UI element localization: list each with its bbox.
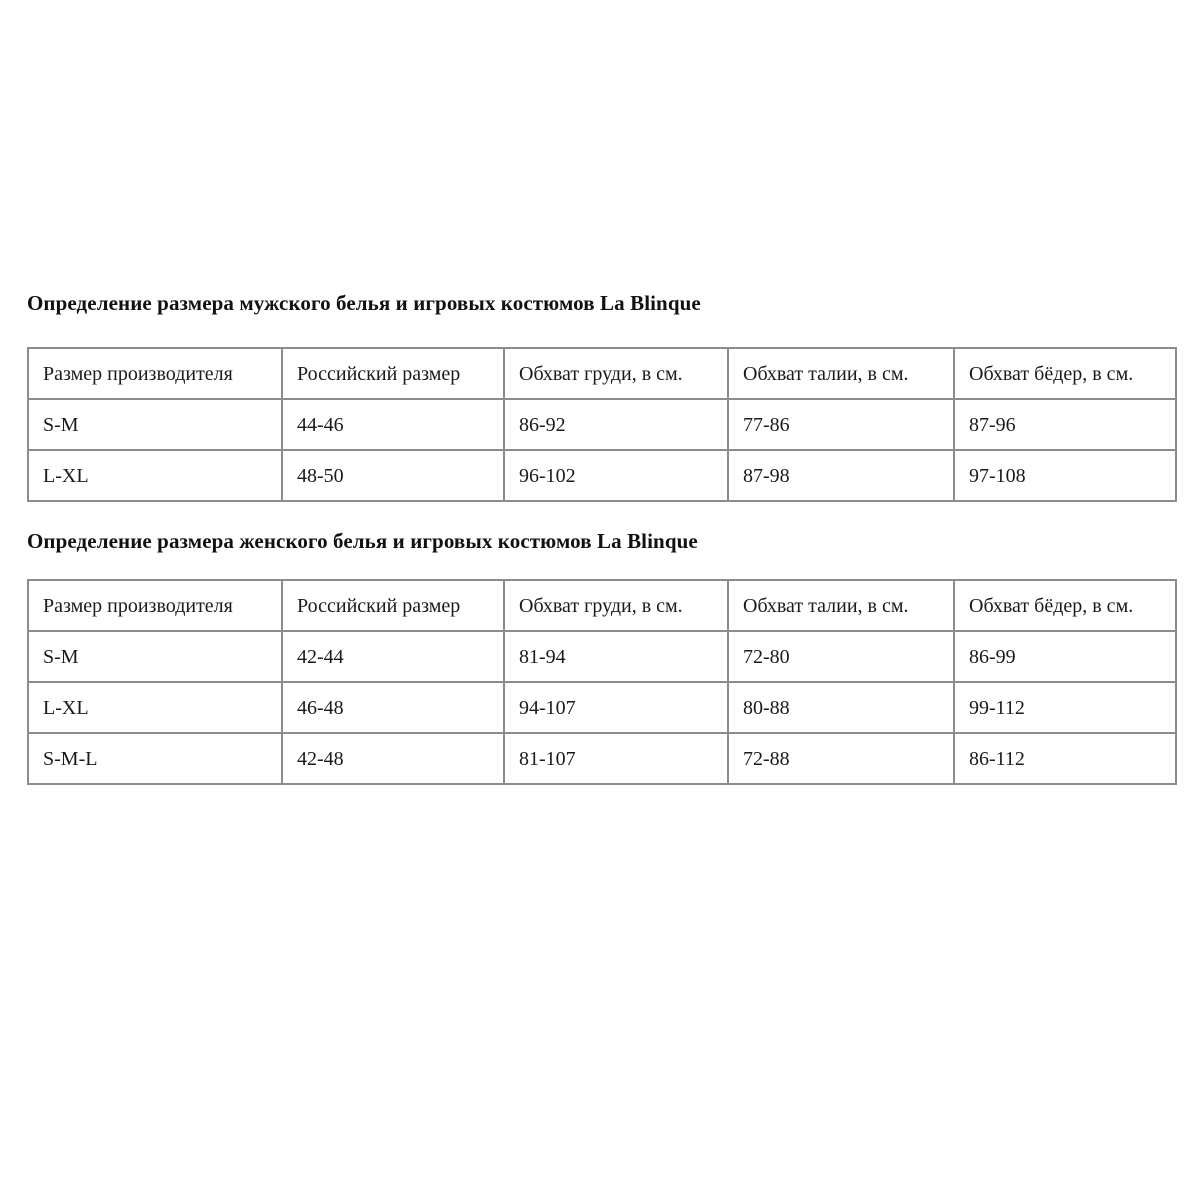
cell-russian-size: 46-48 xyxy=(281,681,505,734)
size-table-women-wrapper: Размер производителя Российский размер О… xyxy=(27,579,1177,785)
table-header-men: Размер производителя Российский размер О… xyxy=(27,347,1177,400)
size-table-men-wrapper: Размер производителя Российский размер О… xyxy=(27,347,1177,502)
table-header-row: Размер производителя Российский размер О… xyxy=(27,347,1177,400)
cell-chest: 81-107 xyxy=(503,732,729,785)
cell-waist: 72-88 xyxy=(727,732,955,785)
cell-waist: 87-98 xyxy=(727,449,955,502)
column-header-russian-size: Российский размер xyxy=(281,347,505,400)
cell-chest: 94-107 xyxy=(503,681,729,734)
table-row: S-M 42-44 81-94 72-80 86-99 xyxy=(27,630,1177,683)
cell-manufacturer-size: L-XL xyxy=(27,449,283,502)
column-header-manufacturer-size: Размер производителя xyxy=(27,579,283,632)
cell-russian-size: 44-46 xyxy=(281,398,505,451)
cell-manufacturer-size: L-XL xyxy=(27,681,283,734)
cell-chest: 86-92 xyxy=(503,398,729,451)
table-row: S-M 44-46 86-92 77-86 87-96 xyxy=(27,398,1177,451)
cell-russian-size: 42-44 xyxy=(281,630,505,683)
cell-waist: 72-80 xyxy=(727,630,955,683)
column-header-chest: Обхват груди, в см. xyxy=(503,579,729,632)
table-header-row: Размер производителя Российский размер О… xyxy=(27,579,1177,632)
section-title-men: Определение размера мужского белья и игр… xyxy=(27,291,701,315)
cell-waist: 77-86 xyxy=(727,398,955,451)
table-body-men: S-M 44-46 86-92 77-86 87-96 L-XL 48-50 9… xyxy=(27,398,1177,502)
cell-hips: 87-96 xyxy=(953,398,1177,451)
cell-chest: 96-102 xyxy=(503,449,729,502)
cell-hips: 97-108 xyxy=(953,449,1177,502)
table-row: L-XL 48-50 96-102 87-98 97-108 xyxy=(27,449,1177,502)
size-table-men: Размер производителя Российский размер О… xyxy=(27,347,1177,502)
table-body-women: S-M 42-44 81-94 72-80 86-99 L-XL 46-48 9… xyxy=(27,630,1177,785)
cell-manufacturer-size: S-M-L xyxy=(27,732,283,785)
column-header-russian-size: Российский размер xyxy=(281,579,505,632)
cell-hips: 99-112 xyxy=(953,681,1177,734)
cell-russian-size: 48-50 xyxy=(281,449,505,502)
cell-chest: 81-94 xyxy=(503,630,729,683)
cell-russian-size: 42-48 xyxy=(281,732,505,785)
cell-hips: 86-112 xyxy=(953,732,1177,785)
cell-waist: 80-88 xyxy=(727,681,955,734)
cell-manufacturer-size: S-M xyxy=(27,398,283,451)
column-header-manufacturer-size: Размер производителя xyxy=(27,347,283,400)
cell-manufacturer-size: S-M xyxy=(27,630,283,683)
column-header-chest: Обхват груди, в см. xyxy=(503,347,729,400)
table-header-women: Размер производителя Российский размер О… xyxy=(27,579,1177,632)
table-row: L-XL 46-48 94-107 80-88 99-112 xyxy=(27,681,1177,734)
column-header-hips: Обхват бёдер, в см. xyxy=(953,579,1177,632)
size-table-women: Размер производителя Российский размер О… xyxy=(27,579,1177,785)
cell-hips: 86-99 xyxy=(953,630,1177,683)
table-row: S-M-L 42-48 81-107 72-88 86-112 xyxy=(27,732,1177,785)
column-header-hips: Обхват бёдер, в см. xyxy=(953,347,1177,400)
section-title-women: Определение размера женского белья и игр… xyxy=(27,529,698,553)
column-header-waist: Обхват талии, в см. xyxy=(727,579,955,632)
column-header-waist: Обхват талии, в см. xyxy=(727,347,955,400)
